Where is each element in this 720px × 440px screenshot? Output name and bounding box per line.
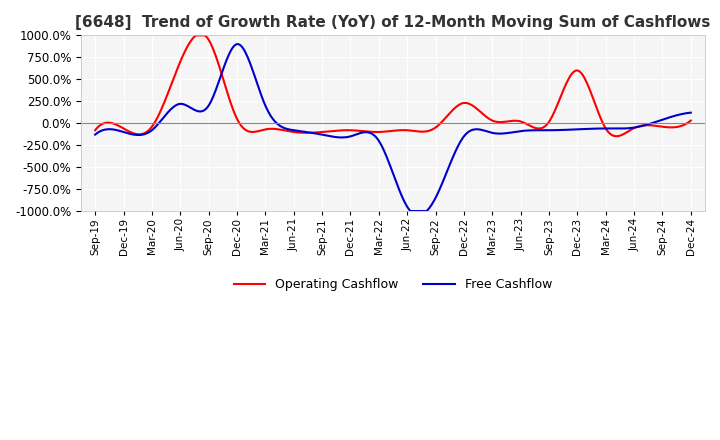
Operating Cashflow (686, 118, 695, 123)
Free Cashflow (415, 209, 424, 214)
Operating Cashflow (91, 128, 99, 133)
Free Cashflow (375, 139, 384, 144)
Operating Cashflow (379, 129, 387, 135)
Free Cashflow (582, 126, 590, 132)
Operating Cashflow (192, 33, 201, 38)
Operating Cashflow (375, 129, 384, 135)
Free Cashflow (91, 132, 99, 137)
Operating Cashflow (613, 134, 621, 139)
Legend: Operating Cashflow, Free Cashflow: Operating Cashflow, Free Cashflow (229, 273, 557, 296)
Operating Cashflow (414, 129, 423, 134)
Free Cashflow (686, 110, 695, 115)
Free Cashflow (379, 146, 387, 151)
Line: Free Cashflow: Free Cashflow (95, 44, 690, 211)
Title: [6648]  Trend of Growth Rate (YoY) of 12-Month Moving Sum of Cashflows: [6648] Trend of Growth Rate (YoY) of 12-… (76, 15, 711, 30)
Free Cashflow (448, 157, 456, 162)
Operating Cashflow (446, 109, 455, 114)
Operating Cashflow (580, 76, 589, 81)
Operating Cashflow (675, 124, 683, 129)
Free Cashflow (233, 41, 241, 47)
Free Cashflow (675, 112, 683, 117)
Free Cashflow (408, 209, 416, 214)
Line: Operating Cashflow: Operating Cashflow (95, 35, 690, 136)
